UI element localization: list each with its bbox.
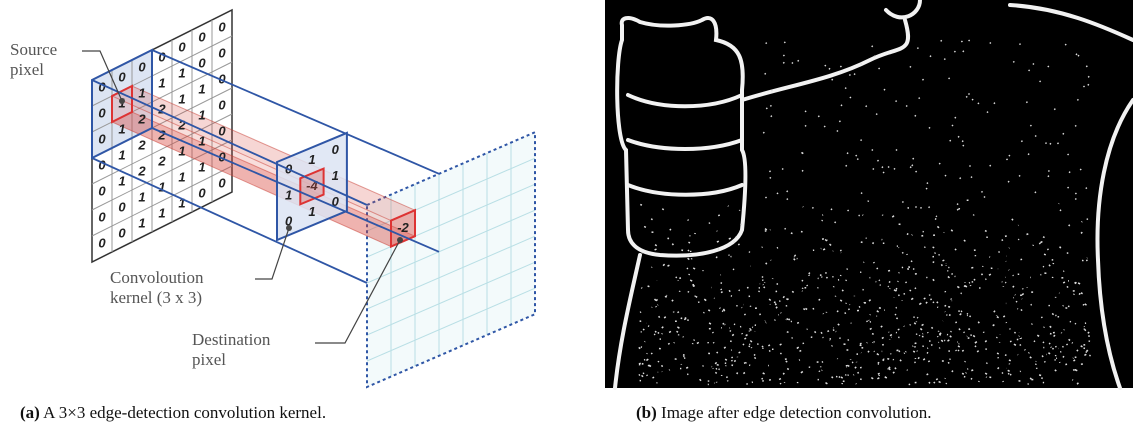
- source-value: 1: [178, 91, 185, 106]
- caption-tag: (b): [636, 403, 657, 422]
- destination-label-line: pixel: [192, 350, 226, 369]
- source-value: 0: [138, 59, 146, 74]
- source-value: 0: [198, 29, 206, 44]
- source-label-line: Source: [10, 40, 57, 59]
- source-value: 2: [157, 101, 166, 116]
- source-value: 2: [157, 153, 166, 168]
- source-value: 1: [118, 147, 125, 162]
- source-value: 0: [98, 235, 106, 250]
- captions: (a) A 3×3 edge-detection convolution ker…: [20, 403, 932, 422]
- source-value: 0: [218, 97, 226, 112]
- source-value: 0: [118, 225, 126, 240]
- source-value: 0: [218, 45, 226, 60]
- leader-dot: [286, 225, 292, 231]
- source-value: 0: [118, 199, 126, 214]
- source-value: 0: [218, 175, 226, 190]
- destination-label-line: Destination: [192, 330, 271, 349]
- source-value: 1: [138, 85, 145, 100]
- destination-value: -2: [397, 220, 409, 235]
- edge-image: [605, 0, 1133, 388]
- source-value: 0: [198, 185, 206, 200]
- source-value: 1: [178, 143, 185, 158]
- source-value: 1: [118, 173, 125, 188]
- source-value: 0: [98, 183, 106, 198]
- leader-dot: [119, 98, 125, 104]
- source-value: 0: [198, 55, 206, 70]
- kernel-value: 0: [332, 142, 340, 157]
- source-value: 1: [118, 121, 125, 136]
- caption-a: (a) A 3×3 edge-detection convolution ker…: [20, 403, 326, 422]
- caption-b: (b) Image after edge detection convoluti…: [636, 403, 932, 422]
- source-value: 1: [178, 169, 185, 184]
- kernel-value: 1: [308, 152, 315, 167]
- destination-plane: [367, 132, 535, 387]
- kernel-value: 1: [332, 168, 339, 183]
- source-value: 1: [158, 75, 165, 90]
- source-value: 0: [158, 49, 166, 64]
- caption-text: Image after edge detection convolution.: [661, 403, 931, 422]
- caption-text: A 3×3 edge-detection convolution kernel.: [43, 403, 326, 422]
- leader-dot: [397, 237, 403, 243]
- kernel-value: 1: [285, 188, 292, 203]
- source-value: 1: [158, 205, 165, 220]
- source-value: 0: [218, 19, 226, 34]
- source-value: 1: [198, 107, 205, 122]
- source-value: 0: [178, 39, 186, 54]
- source-value: 2: [137, 111, 146, 126]
- source-value: 2: [157, 127, 166, 142]
- source-value: 1: [198, 81, 205, 96]
- source-value: 1: [198, 159, 205, 174]
- source-value: 2: [137, 163, 146, 178]
- convolution-diagram: 0000000011110001221100122210012211000111…: [92, 10, 535, 387]
- source-value: 0: [98, 131, 106, 146]
- source-value: 0: [98, 105, 106, 120]
- figure: 0000000011110001221100122210012211000111…: [0, 0, 1133, 429]
- kernel-value: 1: [308, 204, 315, 219]
- source-value: 1: [138, 215, 145, 230]
- source-value: 1: [198, 133, 205, 148]
- kernel-label-line: Convoloution: [110, 268, 204, 287]
- source-value: 0: [98, 209, 106, 224]
- source-value: 0: [118, 69, 126, 84]
- kernel-label-line: kernel (3 x 3): [110, 288, 202, 307]
- source-value: 2: [137, 137, 146, 152]
- source-value: 1: [138, 189, 145, 204]
- source-value: 0: [218, 123, 226, 138]
- source-value: 1: [178, 65, 185, 80]
- source-value: 1: [158, 179, 165, 194]
- source-label-line: pixel: [10, 60, 44, 79]
- caption-tag: (a): [20, 403, 40, 422]
